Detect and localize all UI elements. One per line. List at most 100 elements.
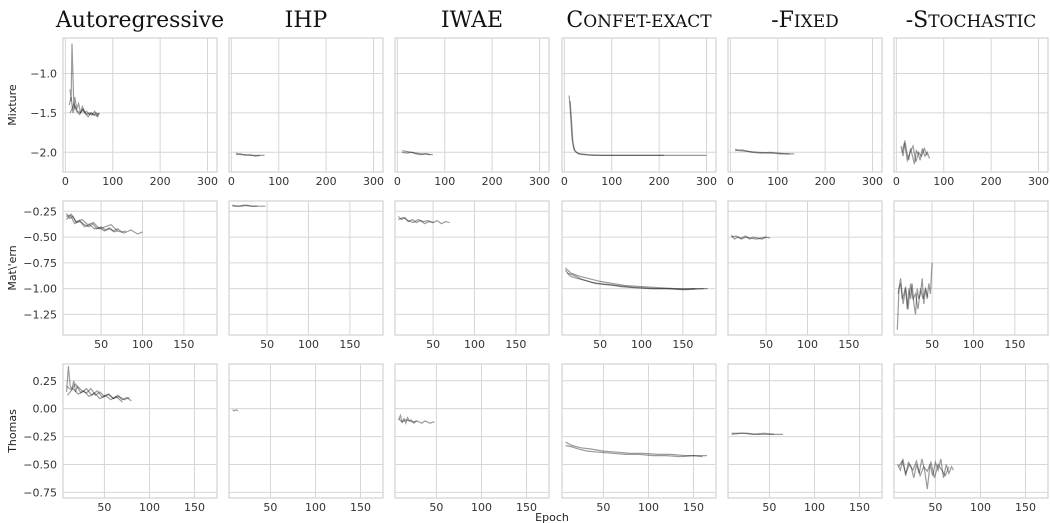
x-tick-label: 0 [394, 175, 401, 188]
run-line [901, 142, 928, 163]
x-tick-label: 100 [464, 338, 485, 351]
panel-frame [228, 363, 384, 499]
x-tick-label: 100 [601, 175, 622, 188]
x-tick-label: 300 [529, 175, 550, 188]
run-line [235, 153, 260, 157]
x-tick-label: 100 [434, 175, 455, 188]
run-line [735, 149, 790, 155]
panel: 50 100 150 [893, 200, 1049, 351]
run-line [569, 101, 664, 156]
run-line [66, 383, 130, 401]
run-line [568, 95, 707, 156]
x-tick-label: 300 [862, 175, 883, 188]
x-tick-label: 0 [561, 175, 568, 188]
run-line [897, 278, 929, 310]
x-tick-label: 50 [260, 338, 274, 351]
y-tick-label: −0.50 [23, 459, 57, 472]
x-tick-label: 200 [649, 175, 670, 188]
column-title-main: C [566, 8, 583, 33]
run-line [66, 366, 132, 402]
panel-frame [394, 200, 550, 336]
x-tick-label: 300 [696, 175, 717, 188]
x-tick-label: 50 [596, 501, 610, 514]
run-line [900, 140, 931, 165]
x-tick-label: 100 [970, 501, 991, 514]
y-tick-label: −1.0 [30, 67, 57, 80]
x-tick-label: 200 [981, 175, 1002, 188]
run-line [731, 432, 783, 435]
panel: 50 100 150 [727, 363, 883, 514]
column-title-smallcaps: ONFET-EXACT [583, 12, 712, 32]
x-tick-label: 50 [762, 501, 776, 514]
run-line [565, 444, 703, 458]
row-labels: Mixture Mat\'ern Thomas [6, 84, 19, 454]
run-line [69, 101, 100, 118]
run-line [564, 267, 708, 290]
column-title-main: IWAE [441, 8, 503, 33]
run-line [897, 458, 954, 490]
y-tick-label: −1.00 [23, 283, 57, 296]
panel-frame [228, 200, 384, 336]
column-title-main: IHP [285, 8, 328, 33]
row-label: Mixture [6, 84, 19, 126]
run-line [68, 96, 101, 119]
panel: 0 100 200 300 [893, 37, 1049, 188]
panel-frame [62, 363, 218, 499]
run-line [401, 151, 431, 156]
run-line [401, 150, 433, 156]
x-axis-label: Epoch [535, 511, 569, 523]
panel: 50 100 150 [394, 363, 550, 514]
x-tick-label: 150 [1015, 501, 1036, 514]
x-tick-label: 50 [97, 501, 111, 514]
x-tick-label: 100 [139, 501, 160, 514]
run-line [896, 262, 933, 330]
x-tick-label: 100 [797, 338, 818, 351]
x-tick-label: 150 [1004, 338, 1025, 351]
run-line [398, 216, 434, 224]
x-tick-label: 100 [767, 175, 788, 188]
panel-frame [561, 37, 717, 173]
panel-frame [62, 37, 218, 173]
panel-frame [893, 200, 1049, 336]
panel-frame [561, 200, 717, 336]
x-tick-label: 0 [228, 175, 235, 188]
panel-frame [228, 37, 384, 173]
x-tick-label: 50 [426, 338, 440, 351]
x-tick-label: 50 [759, 338, 773, 351]
run-line [566, 272, 696, 291]
panel: 50 100 150 −0.75 −0.50 −0.25 0.00 0.25 [23, 363, 218, 514]
column-title: Autoregressive [55, 8, 224, 33]
y-tick-label: −2.0 [30, 146, 57, 159]
x-tick-label: 150 [672, 338, 693, 351]
run-line [730, 234, 771, 240]
run-line [564, 269, 704, 291]
x-tick-label: 200 [815, 175, 836, 188]
panel-frame [727, 200, 883, 336]
row-label: Thomas [6, 409, 19, 454]
y-tick-label: 0.25 [33, 375, 58, 388]
x-tick-label: 150 [339, 338, 360, 351]
panel: 50 100 150 [727, 200, 883, 351]
x-tick-label: 100 [933, 175, 954, 188]
x-tick-label: 100 [132, 338, 153, 351]
x-tick-label: 50 [94, 338, 108, 351]
column-title-main: -F [771, 8, 794, 33]
x-tick-label: 0 [727, 175, 734, 188]
y-tick-label: −0.25 [23, 431, 57, 444]
column-title-smallcaps: TOCHASTIC [928, 12, 1036, 32]
panels: 0 100 200 300−2.0−1.5−1.00 100 200 300 0 100 200 3… [23, 37, 1049, 514]
y-tick-label: −1.5 [30, 107, 57, 120]
y-tick-label: −0.75 [23, 486, 57, 499]
x-tick-label: 150 [505, 338, 526, 351]
y-tick-label: −1.25 [23, 308, 57, 321]
run-line [731, 432, 774, 436]
column-title: IHP [285, 8, 328, 33]
run-line [734, 148, 795, 155]
panel: 0 100 200 300 −2.0 −1.5 −1.0 [30, 37, 218, 188]
run-line [235, 152, 265, 156]
panel: 50 100 150 [893, 363, 1049, 514]
panel: 0 100 200 300 [727, 37, 883, 188]
run-line [232, 409, 239, 412]
panel-frame [62, 200, 218, 336]
